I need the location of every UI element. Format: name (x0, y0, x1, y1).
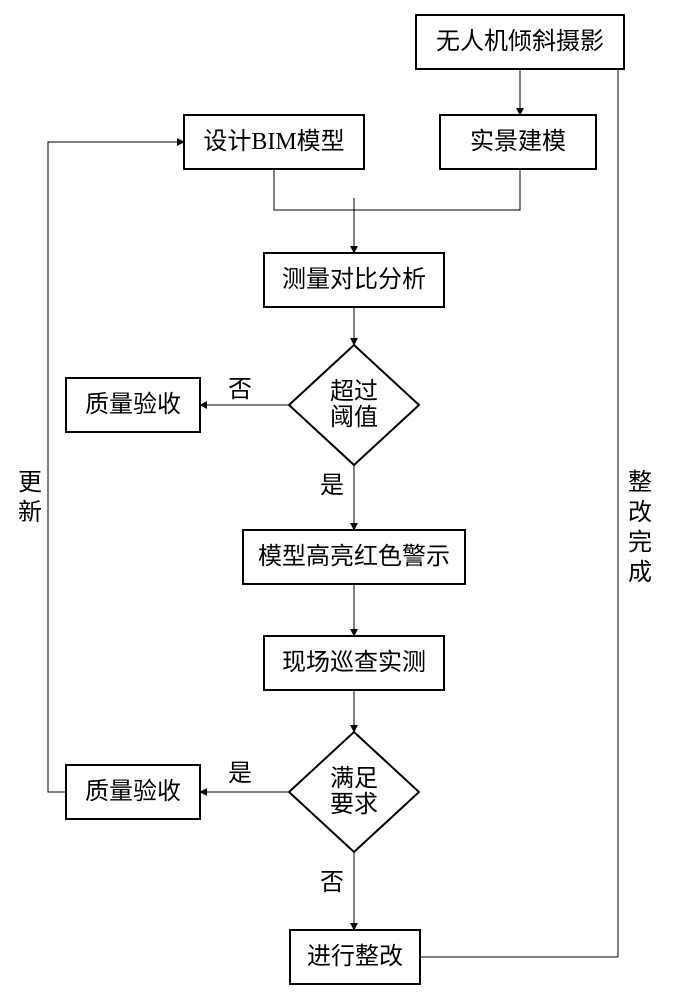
node-highlight: 模型高亮红色警示 (243, 530, 465, 584)
node-qa1: 质量验收 (66, 378, 200, 432)
edge-label-yes2: 是 (228, 761, 252, 787)
svg-text:更: 更 (18, 470, 42, 496)
edge-realscene-merge (354, 169, 520, 210)
edge-label-yes1: 是 (320, 473, 344, 499)
node-rectify-label: 进行整改 (307, 943, 403, 970)
flowchart: 无人机倾斜摄影 设计BIM模型 实景建模 测量对比分析 超过 阈值 质量验收 模… (0, 0, 677, 1000)
node-realscene: 实景建模 (440, 115, 596, 169)
edge-label-no2: 否 (320, 870, 344, 896)
node-inspect: 现场巡查实测 (264, 636, 444, 690)
node-threshold-label-1: 超过 (330, 378, 378, 405)
node-uav: 无人机倾斜摄影 (416, 15, 624, 69)
svg-text:改: 改 (628, 499, 652, 526)
side-label-update: 更 新 (18, 470, 42, 526)
node-meetreq: 满足 要求 (289, 732, 419, 852)
node-bim-label: 设计BIM模型 (203, 128, 344, 155)
svg-text:成: 成 (628, 559, 652, 586)
node-meetreq-label-1: 满足 (330, 765, 378, 792)
side-label-rectdone: 整 改 完 成 (628, 469, 652, 586)
node-inspect-label: 现场巡查实测 (282, 649, 426, 676)
svg-text:整: 整 (628, 469, 652, 496)
edge-bim-merge (274, 169, 354, 210)
edge-rectify-uav (420, 42, 624, 957)
node-qa2-label: 质量验收 (85, 778, 181, 805)
node-uav-label: 无人机倾斜摄影 (436, 28, 604, 55)
node-threshold: 超过 阈值 (289, 345, 419, 465)
node-qa2: 质量验收 (66, 765, 200, 819)
node-threshold-label-2: 阈值 (330, 404, 378, 431)
svg-text:新: 新 (18, 499, 42, 526)
edge-label-no1: 否 (228, 377, 252, 403)
node-compare: 测量对比分析 (264, 253, 444, 307)
node-highlight-label: 模型高亮红色警示 (258, 543, 450, 570)
svg-text:完: 完 (628, 529, 652, 556)
node-meetreq-label-2: 要求 (330, 791, 378, 818)
node-compare-label: 测量对比分析 (282, 266, 426, 293)
node-rectify: 进行整改 (290, 930, 420, 984)
node-bim: 设计BIM模型 (184, 115, 364, 169)
node-realscene-label: 实景建模 (470, 128, 566, 155)
node-qa1-label: 质量验收 (85, 391, 181, 418)
edge-qa2-bim (48, 142, 184, 792)
